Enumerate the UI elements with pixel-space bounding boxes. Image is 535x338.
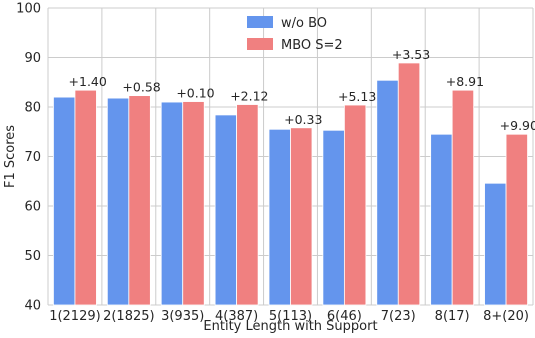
- x-tick-label: 1(2129): [49, 309, 101, 324]
- y-tick-label: 80: [24, 101, 41, 116]
- bar-annotations: +1.40 +0.58 +0.10 +2.12 +0.33 +5.13 +3.53 +8.91…: [69, 47, 535, 133]
- legend-swatch: [247, 16, 273, 28]
- bars: [53, 62, 528, 306]
- bar-wo-bo: [484, 182, 507, 306]
- bar-annotation: +3.53: [392, 47, 430, 62]
- y-tick-label: 50: [24, 249, 41, 264]
- x-axis-label: Entity Length with Support: [203, 319, 377, 334]
- x-tick-label: 8+(20): [483, 309, 529, 324]
- bar-mbo-s2: [128, 95, 151, 306]
- bar-wo-bo: [53, 96, 76, 306]
- bar-mbo-s2: [74, 89, 97, 306]
- x-tick-label: 7(23): [381, 309, 416, 324]
- bar-mbo-s2: [505, 133, 528, 306]
- bar-mbo-s2: [343, 104, 367, 306]
- y-axis-ticks: 40 50 60 70 80 90 100: [16, 2, 41, 314]
- bar-annotation: +2.12: [230, 89, 268, 104]
- legend-label: w/o BO: [281, 16, 327, 31]
- bar-annotation: +9.90: [500, 118, 535, 133]
- x-tick-label: 2(1825): [103, 309, 155, 324]
- bar-annotation: +0.58: [122, 80, 160, 95]
- legend-label: MBO S=2: [281, 38, 343, 53]
- y-tick-label: 70: [24, 150, 41, 165]
- bar-wo-bo: [268, 128, 291, 306]
- bar-annotation: +0.10: [176, 86, 214, 101]
- x-tick-label: 3(935): [161, 309, 204, 324]
- y-tick-label: 100: [16, 2, 41, 17]
- bar-mbo-s2: [451, 89, 475, 306]
- legend-swatch: [247, 38, 273, 50]
- y-axis-label: F1 Scores: [3, 125, 18, 188]
- bar-annotation: +5.13: [338, 89, 376, 104]
- bar-wo-bo: [106, 97, 130, 306]
- bar-mbo-s2: [397, 62, 421, 306]
- bar-wo-bo: [430, 133, 453, 306]
- bar-annotation: +1.40: [69, 74, 107, 89]
- x-tick-label: 5(113): [269, 309, 312, 324]
- bar-wo-bo: [322, 129, 345, 306]
- x-tick-label: 4(387): [215, 309, 258, 324]
- bar-wo-bo: [214, 114, 238, 306]
- x-tick-label: 6(46): [327, 309, 362, 324]
- legend: w/o BO MBO S=2: [247, 16, 343, 53]
- bar-mbo-s2: [236, 104, 259, 306]
- x-tick-label: 8(17): [435, 309, 470, 324]
- bar-mbo-s2: [290, 127, 313, 306]
- y-tick-label: 40: [24, 299, 41, 314]
- bar-annotation: +8.91: [446, 74, 484, 89]
- y-tick-label: 60: [24, 200, 41, 215]
- x-axis-ticks: 1(2129) 2(1825) 3(935) 4(387) 5(113) 6(46) 7(2…: [49, 309, 529, 324]
- bar-wo-bo: [376, 79, 399, 306]
- bar-wo-bo: [160, 101, 184, 306]
- y-tick-label: 90: [24, 51, 41, 66]
- bar-annotation: +0.33: [284, 112, 322, 127]
- bar-mbo-s2: [182, 101, 205, 306]
